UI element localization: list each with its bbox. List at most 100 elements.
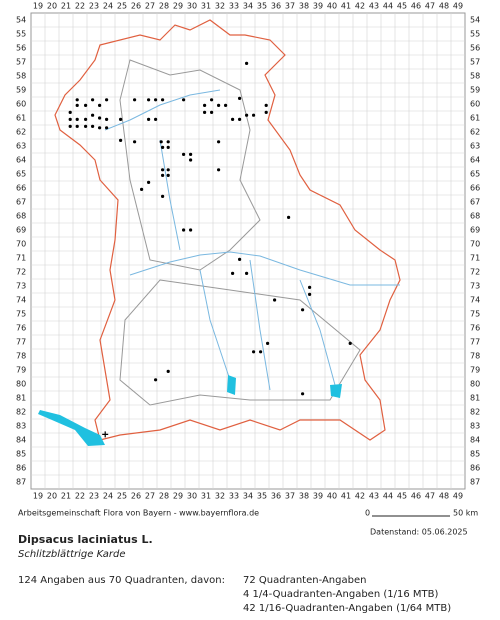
occurrence-dot — [217, 168, 221, 172]
row-label: 61 — [470, 114, 480, 123]
occurrence-dot — [154, 378, 158, 382]
row-label: 77 — [16, 338, 26, 347]
row-label: 69 — [16, 226, 26, 235]
column-label: 39 — [313, 492, 323, 501]
occurrence-dot — [133, 140, 137, 144]
row-label: 68 — [16, 212, 26, 221]
row-label: 69 — [470, 226, 480, 235]
row-label: 80 — [470, 380, 480, 389]
column-label: 34 — [243, 2, 253, 11]
column-label: 45 — [397, 492, 407, 501]
occurrence-dot — [217, 103, 221, 107]
column-label: 25 — [117, 2, 127, 11]
occurrence-dot — [238, 257, 242, 261]
row-label: 80 — [16, 380, 26, 389]
row-label: 59 — [16, 86, 26, 95]
row-label: 60 — [16, 100, 26, 109]
occurrence-dot — [287, 215, 291, 219]
occurrence-dot — [105, 117, 109, 121]
occurrence-dot — [245, 271, 249, 275]
occurrence-dot — [166, 173, 170, 177]
row-label: 64 — [470, 156, 480, 165]
occurrence-dot — [98, 116, 102, 120]
occurrence-dot — [264, 103, 268, 107]
row-label: 74 — [470, 296, 480, 305]
row-label: 58 — [470, 72, 480, 81]
row-label: 65 — [16, 170, 26, 179]
column-label: 19 — [33, 492, 43, 501]
row-label: 72 — [470, 268, 480, 277]
row-label: 55 — [470, 30, 480, 39]
occurrence-dot — [154, 98, 158, 102]
row-label: 76 — [470, 324, 480, 333]
column-label: 21 — [61, 492, 71, 501]
column-label: 30 — [187, 2, 197, 11]
occurrence-dot — [147, 98, 151, 102]
column-label: 21 — [61, 2, 71, 11]
row-label: 77 — [470, 338, 480, 347]
row-label: 73 — [16, 282, 26, 291]
occurrence-dot — [91, 124, 95, 128]
row-label: 70 — [16, 240, 26, 249]
column-label: 34 — [243, 492, 253, 501]
occurrence-dot — [259, 350, 263, 354]
column-label: 24 — [103, 2, 113, 11]
column-label: 32 — [215, 2, 225, 11]
column-label: 42 — [355, 2, 365, 11]
row-label: 58 — [16, 72, 26, 81]
detail: 4 1/4-Quadranten-Angaben (1/16 MTB) — [243, 589, 438, 600]
row-label: 78 — [470, 352, 480, 361]
row-label: 83 — [470, 422, 480, 431]
river — [104, 89, 400, 391]
row-label: 73 — [470, 282, 480, 291]
column-label: 48 — [439, 492, 449, 501]
column-label: 46 — [411, 492, 421, 501]
occurrence-dot — [75, 98, 79, 102]
row-label: 70 — [470, 240, 480, 249]
occurrence-dot — [68, 124, 72, 128]
row-label: 82 — [470, 408, 480, 417]
row-label: 81 — [470, 394, 480, 403]
occurrence-dot — [161, 168, 165, 172]
row-label: 76 — [16, 324, 26, 333]
occurrence-dot — [75, 117, 79, 121]
occurrence-dot — [91, 113, 95, 117]
column-label: 31 — [201, 2, 211, 11]
occurrence-dot — [75, 124, 79, 128]
occurrence-dot — [133, 98, 137, 102]
column-label: 37 — [285, 492, 295, 501]
column-label: 27 — [145, 2, 155, 11]
occurrence-dot — [264, 110, 268, 114]
row-label: 67 — [470, 198, 480, 207]
occurrence-dot — [84, 103, 88, 107]
occurrence-dot — [166, 145, 170, 149]
occurrence-dot — [68, 117, 72, 121]
occurrence-dot — [189, 228, 193, 232]
row-label: 67 — [16, 198, 26, 207]
column-label: 36 — [271, 492, 281, 501]
credit: Arbeitsgemeinschaft Flora von Bayern - w… — [18, 509, 259, 518]
row-label: 87 — [16, 478, 26, 487]
occurrence-dot — [84, 117, 88, 121]
occurrence-dot — [182, 228, 186, 232]
row-label: 68 — [470, 212, 480, 221]
scale-end: 50 km — [453, 509, 478, 518]
row-label: 81 — [16, 394, 26, 403]
occurrence-dot — [252, 350, 256, 354]
row-label: 75 — [470, 310, 480, 319]
date: Datenstand: 05.06.2025 — [370, 528, 468, 537]
column-label: 41 — [341, 2, 351, 11]
row-label: 72 — [16, 268, 26, 277]
column-label: 43 — [369, 492, 379, 501]
occurrence-dot — [91, 98, 95, 102]
row-label: 75 — [16, 310, 26, 319]
occurrence-dot — [119, 117, 123, 121]
occurrence-dot — [161, 194, 165, 198]
column-label: 20 — [47, 492, 57, 501]
occurrence-dot — [301, 392, 305, 396]
row-label: 55 — [16, 30, 26, 39]
column-label: 29 — [173, 492, 183, 501]
row-label: 54 — [16, 16, 26, 25]
column-label: 19 — [33, 2, 43, 11]
